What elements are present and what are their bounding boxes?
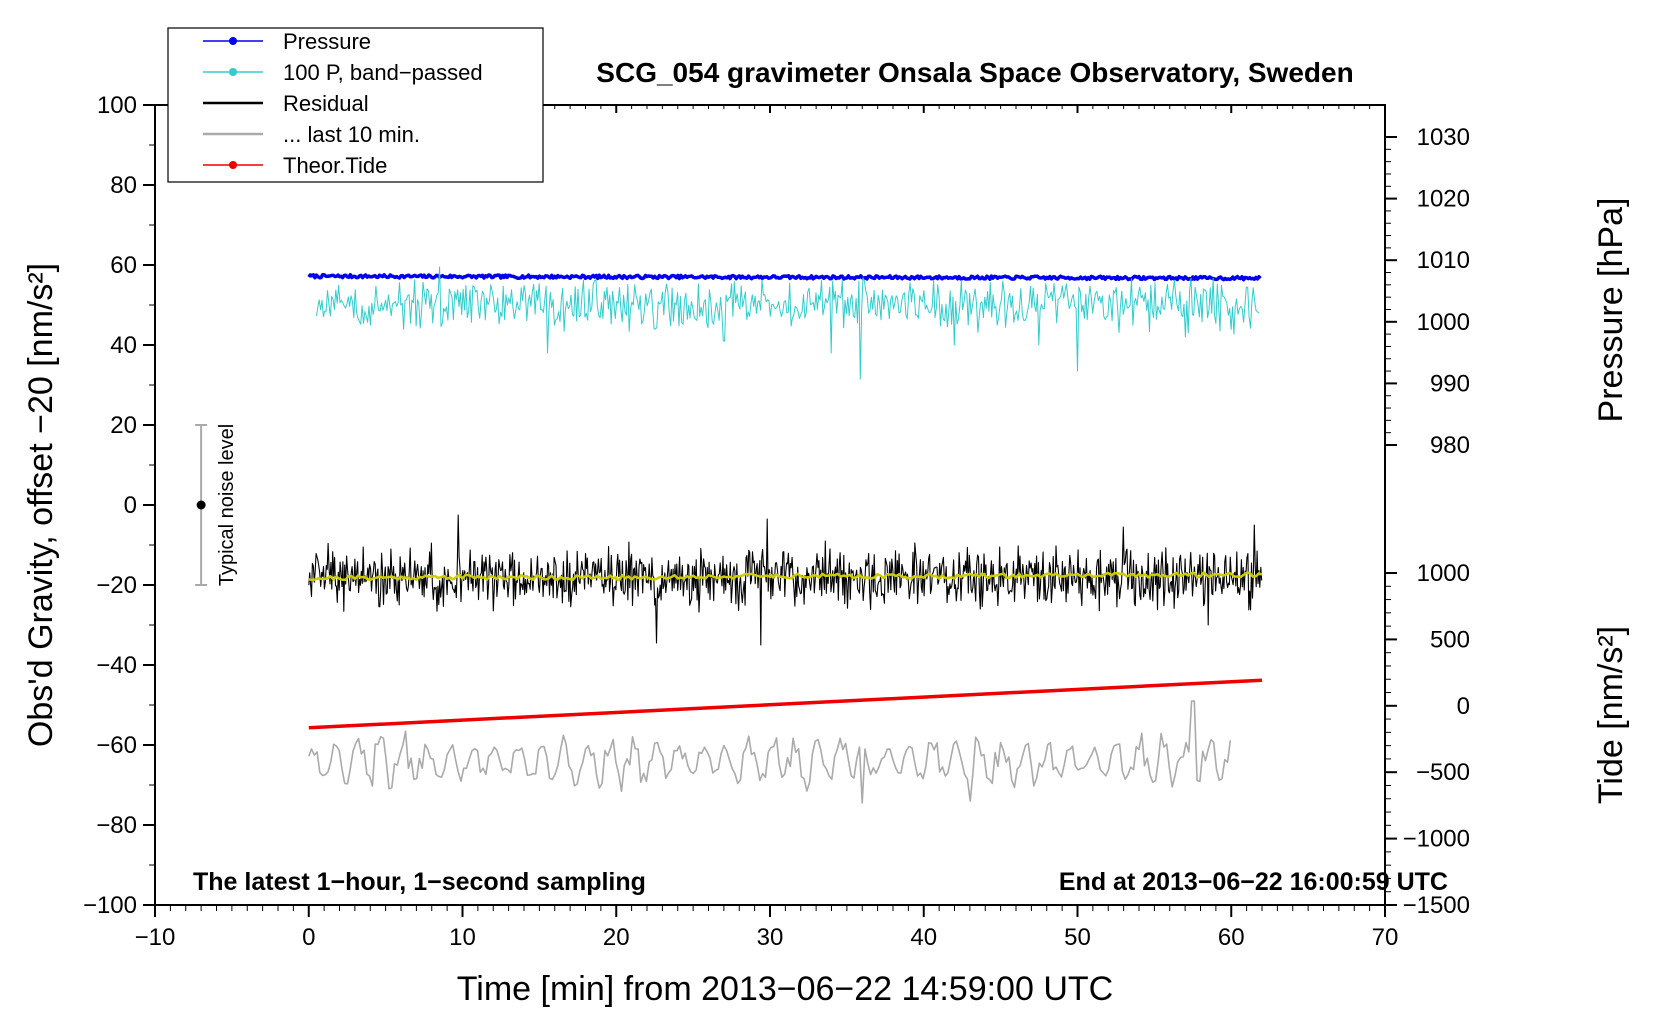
legend-label: Residual [283,91,369,116]
legend-marker [229,68,237,76]
y-axis-label-pressure: Pressure [hPa] [1592,198,1630,423]
tide-tick-label: 0 [1457,693,1470,720]
x-tick-label: 30 [757,924,784,951]
y-axis-label-left: Obs'd Gravity, offset −20 [nm/s²] [22,263,60,747]
noise-bar: Typical noise level [195,424,238,586]
tide-tick-label: −500 [1416,759,1470,786]
tide-tick-label: 1000 [1417,560,1470,587]
legend-marker [229,161,237,169]
noise-bar-center-dot [196,500,206,510]
x-tick-label: 50 [1064,924,1091,951]
x-tick-label: 10 [449,924,476,951]
pressure-tick-label: 1000 [1417,309,1470,336]
y-tick-label: −60 [96,732,137,759]
y-tick-label: 80 [110,172,137,199]
y-axis-tide: −1500 −1000 −500 0 500 1000 [1385,560,1470,919]
tide-tick-label: 500 [1430,626,1470,653]
pressure-tick-label: 1030 [1417,124,1470,151]
x-tick-label: 0 [302,924,315,951]
series-layer [307,266,1263,804]
tide-tick-label: −1000 [1403,826,1470,853]
noise-bar-label: Typical noise level [216,424,238,586]
annotation-end-time: End at 2013−06−22 16:00:59 UTC [1059,868,1448,896]
y-tick-label: −20 [96,572,137,599]
y-axis-pressure: 980 990 1000 1010 1020 1030 [1385,124,1470,459]
legend-label: Theor.Tide [283,153,387,178]
legend-label: Pressure [283,29,371,54]
y-tick-label: −100 [83,892,137,919]
annotation-sampling: The latest 1−hour, 1−second sampling [193,868,646,896]
y-tick-label: 40 [110,332,137,359]
series-theor-tide [308,678,1263,730]
x-axis-label: Time [min] from 2013−06−22 14:59:00 UTC [457,970,1113,1008]
y-tick-label: 0 [124,492,137,519]
legend-item: Theor.Tide [203,153,387,178]
series-last-10-min [308,700,1232,804]
y-axis-left: −100 −80 −60 −40 −20 0 20 40 60 80 100 [83,92,155,919]
pressure-tick-label: 1020 [1417,186,1470,213]
pressure-tick-label: 1010 [1417,247,1470,274]
legend-label: 100 P, band−passed [283,60,483,85]
chart-title: SCG_054 gravimeter Onsala Space Observat… [596,57,1353,88]
tide-tick-label: −1500 [1403,892,1470,919]
x-tick-label: 20 [603,924,630,951]
pressure-tick-label: 980 [1430,432,1470,459]
legend-item: Residual [203,91,369,116]
pressure-tick-label: 990 [1430,370,1470,397]
y-tick-label: −80 [96,812,137,839]
x-tick-label: 60 [1218,924,1245,951]
legend-marker [229,37,237,45]
y-axis-label-tide: Tide [nm/s²] [1592,626,1630,804]
legend: Pressure 100 P, band−passed Residual ... la… [167,27,544,183]
x-tick-label: 40 [910,924,937,951]
y-tick-label: 20 [110,412,137,439]
legend-box [167,27,544,183]
legend-label: ... last 10 min. [283,122,420,147]
legend-item: 100 P, band−passed [203,60,483,85]
x-tick-label: −10 [135,924,176,951]
series-pressure [307,272,1262,282]
y-tick-label: 100 [97,92,137,119]
legend-item: Pressure [203,29,371,54]
legend-item: ... last 10 min. [203,122,420,147]
series-residual-smoothed [308,571,1263,582]
y-tick-label: 60 [110,252,137,279]
x-tick-label: 70 [1372,924,1399,951]
series-100-p-band-passed [315,266,1260,380]
y-tick-label: −40 [96,652,137,679]
